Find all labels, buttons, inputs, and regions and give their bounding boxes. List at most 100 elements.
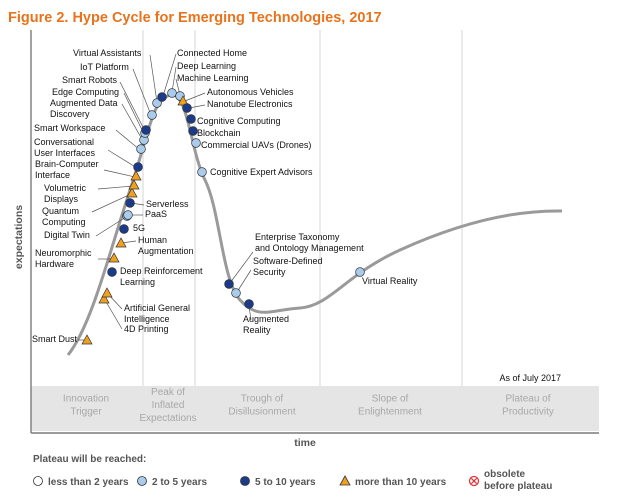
tech-nanotube-electronics: Nanotube Electronics: [182, 99, 293, 113]
tech-label: Volumetric: [44, 183, 87, 193]
tech-blockchain: Blockchain: [188, 126, 241, 138]
tech-paas: PaaS: [123, 209, 167, 220]
legend-item-two_to_five: 2 to 5 years: [137, 476, 207, 488]
tech-label: Digital Twin: [44, 230, 90, 240]
leader-line: [236, 269, 252, 293]
tech-label: Augmentation: [138, 246, 194, 256]
tech-label: Nanotube Electronics: [207, 99, 293, 109]
y-axis-label: expectations: [13, 205, 25, 269]
legend-heading: Plateau will be reached:: [33, 454, 146, 465]
tech-label: Machine Learning: [177, 73, 249, 83]
phase-label-innovation: Innovation: [63, 394, 109, 405]
leader-line: [171, 66, 177, 93]
circle-marker: [191, 138, 201, 148]
tech-smart-robots: Smart Robots: [62, 75, 151, 135]
leader-line: [149, 54, 158, 103]
circle-icon: [33, 476, 43, 486]
leader-line: [121, 103, 144, 142]
tech-label: Deep Learning: [177, 61, 236, 71]
tech-label: Deep Reinforcement: [120, 266, 203, 276]
circle-marker: [186, 114, 196, 124]
phase-band: [31, 386, 599, 431]
triangle-marker: [177, 95, 189, 106]
leader-line: [119, 81, 146, 132]
tech-label: Commercial UAVs (Drones): [201, 140, 311, 150]
tech-smart-dust: Smart Dust: [32, 334, 93, 345]
as-of-date: As of July 2017: [499, 373, 561, 383]
x-axis-label: time: [294, 437, 316, 449]
tech-label: PaaS: [145, 209, 167, 219]
tech-label: 4D Printing: [124, 324, 169, 334]
tech-label: 5G: [133, 223, 145, 233]
phase-labels: Innovation Trigger Peak of Inflated Expectat…: [63, 387, 554, 424]
tech-label: Virtual Assistants: [73, 48, 142, 58]
tech-cognitive-expert-advisors: Cognitive Expert Advisors: [197, 167, 313, 177]
hype-curve: [66, 93, 563, 356]
triangle-icon: [339, 475, 351, 486]
circle-marker: [119, 224, 129, 234]
triangle-marker: [128, 179, 140, 190]
tech-label: Smart Robots: [62, 75, 118, 85]
circle-marker: [147, 110, 157, 120]
tech-label: Serverless: [146, 199, 189, 209]
leader-line: [229, 251, 254, 284]
tech-label: Displays: [44, 194, 79, 204]
phase-label-trough: Trough of: [241, 394, 284, 405]
phase-label-slope: Enlightenment: [358, 407, 422, 418]
leader-line: [104, 299, 123, 330]
tech-label: Augmented: [243, 314, 289, 324]
tech-label: Learning: [120, 277, 155, 287]
triangle-marker: [115, 237, 127, 248]
leader-line: [121, 240, 137, 244]
circle-marker: [231, 288, 241, 298]
tech-label: Smart Dust: [32, 334, 78, 344]
circle-marker: [244, 299, 254, 309]
tech-label: Smart Workspace: [34, 123, 105, 133]
tech-autonomous-vehicles: Autonomous Vehicles: [177, 87, 294, 106]
legend-label: before plateau: [484, 481, 552, 492]
circle-marker: [141, 125, 151, 135]
triangle-marker: [101, 287, 113, 298]
legend-label: more than 10 years: [355, 477, 447, 488]
circle-marker: [355, 267, 365, 277]
triangle-marker: [98, 293, 110, 304]
figure-title: Figure 2. Hype Cycle for Emerging Techno…: [8, 10, 382, 26]
cross-stroke: [470, 477, 478, 485]
phase-label-peak: Expectations: [139, 413, 196, 424]
circle-marker: [125, 198, 135, 208]
tech-label: Security: [253, 267, 286, 277]
tech-label: Quantum: [42, 206, 79, 216]
phase-label-peak: Inflated: [152, 400, 185, 411]
circle-marker: [197, 167, 207, 177]
tech-label: and Ontology Management: [255, 243, 364, 253]
tech-label: Software-Defined: [253, 256, 323, 266]
legend: less than 2 years 2 to 5 years 5 to 10 yea…: [33, 469, 552, 492]
circle-icon: [240, 476, 250, 486]
leader-line: [95, 216, 127, 237]
circle-marker: [123, 210, 133, 220]
circle-marker: [136, 144, 146, 154]
phase-label-innovation: Trigger: [70, 407, 102, 418]
legend-item-more_than_10: more than 10 years: [339, 475, 447, 488]
tech-label: Neuromorphic: [35, 248, 92, 258]
circle-marker: [167, 88, 177, 98]
tech-label: Discovery: [50, 109, 90, 119]
tech-label: Computing: [42, 217, 86, 227]
tech-label: Conversational: [34, 137, 94, 147]
tech-iot-platform: IoT Platform: [80, 62, 157, 120]
tech-label: Augmented Data: [50, 98, 118, 108]
phase-dividers: [142, 30, 463, 431]
tech-virtual-reality: Virtual Reality: [355, 267, 418, 286]
phase-label-plateau: Plateau of: [505, 394, 550, 405]
leader-line: [107, 149, 138, 169]
circle-marker: [133, 162, 143, 172]
